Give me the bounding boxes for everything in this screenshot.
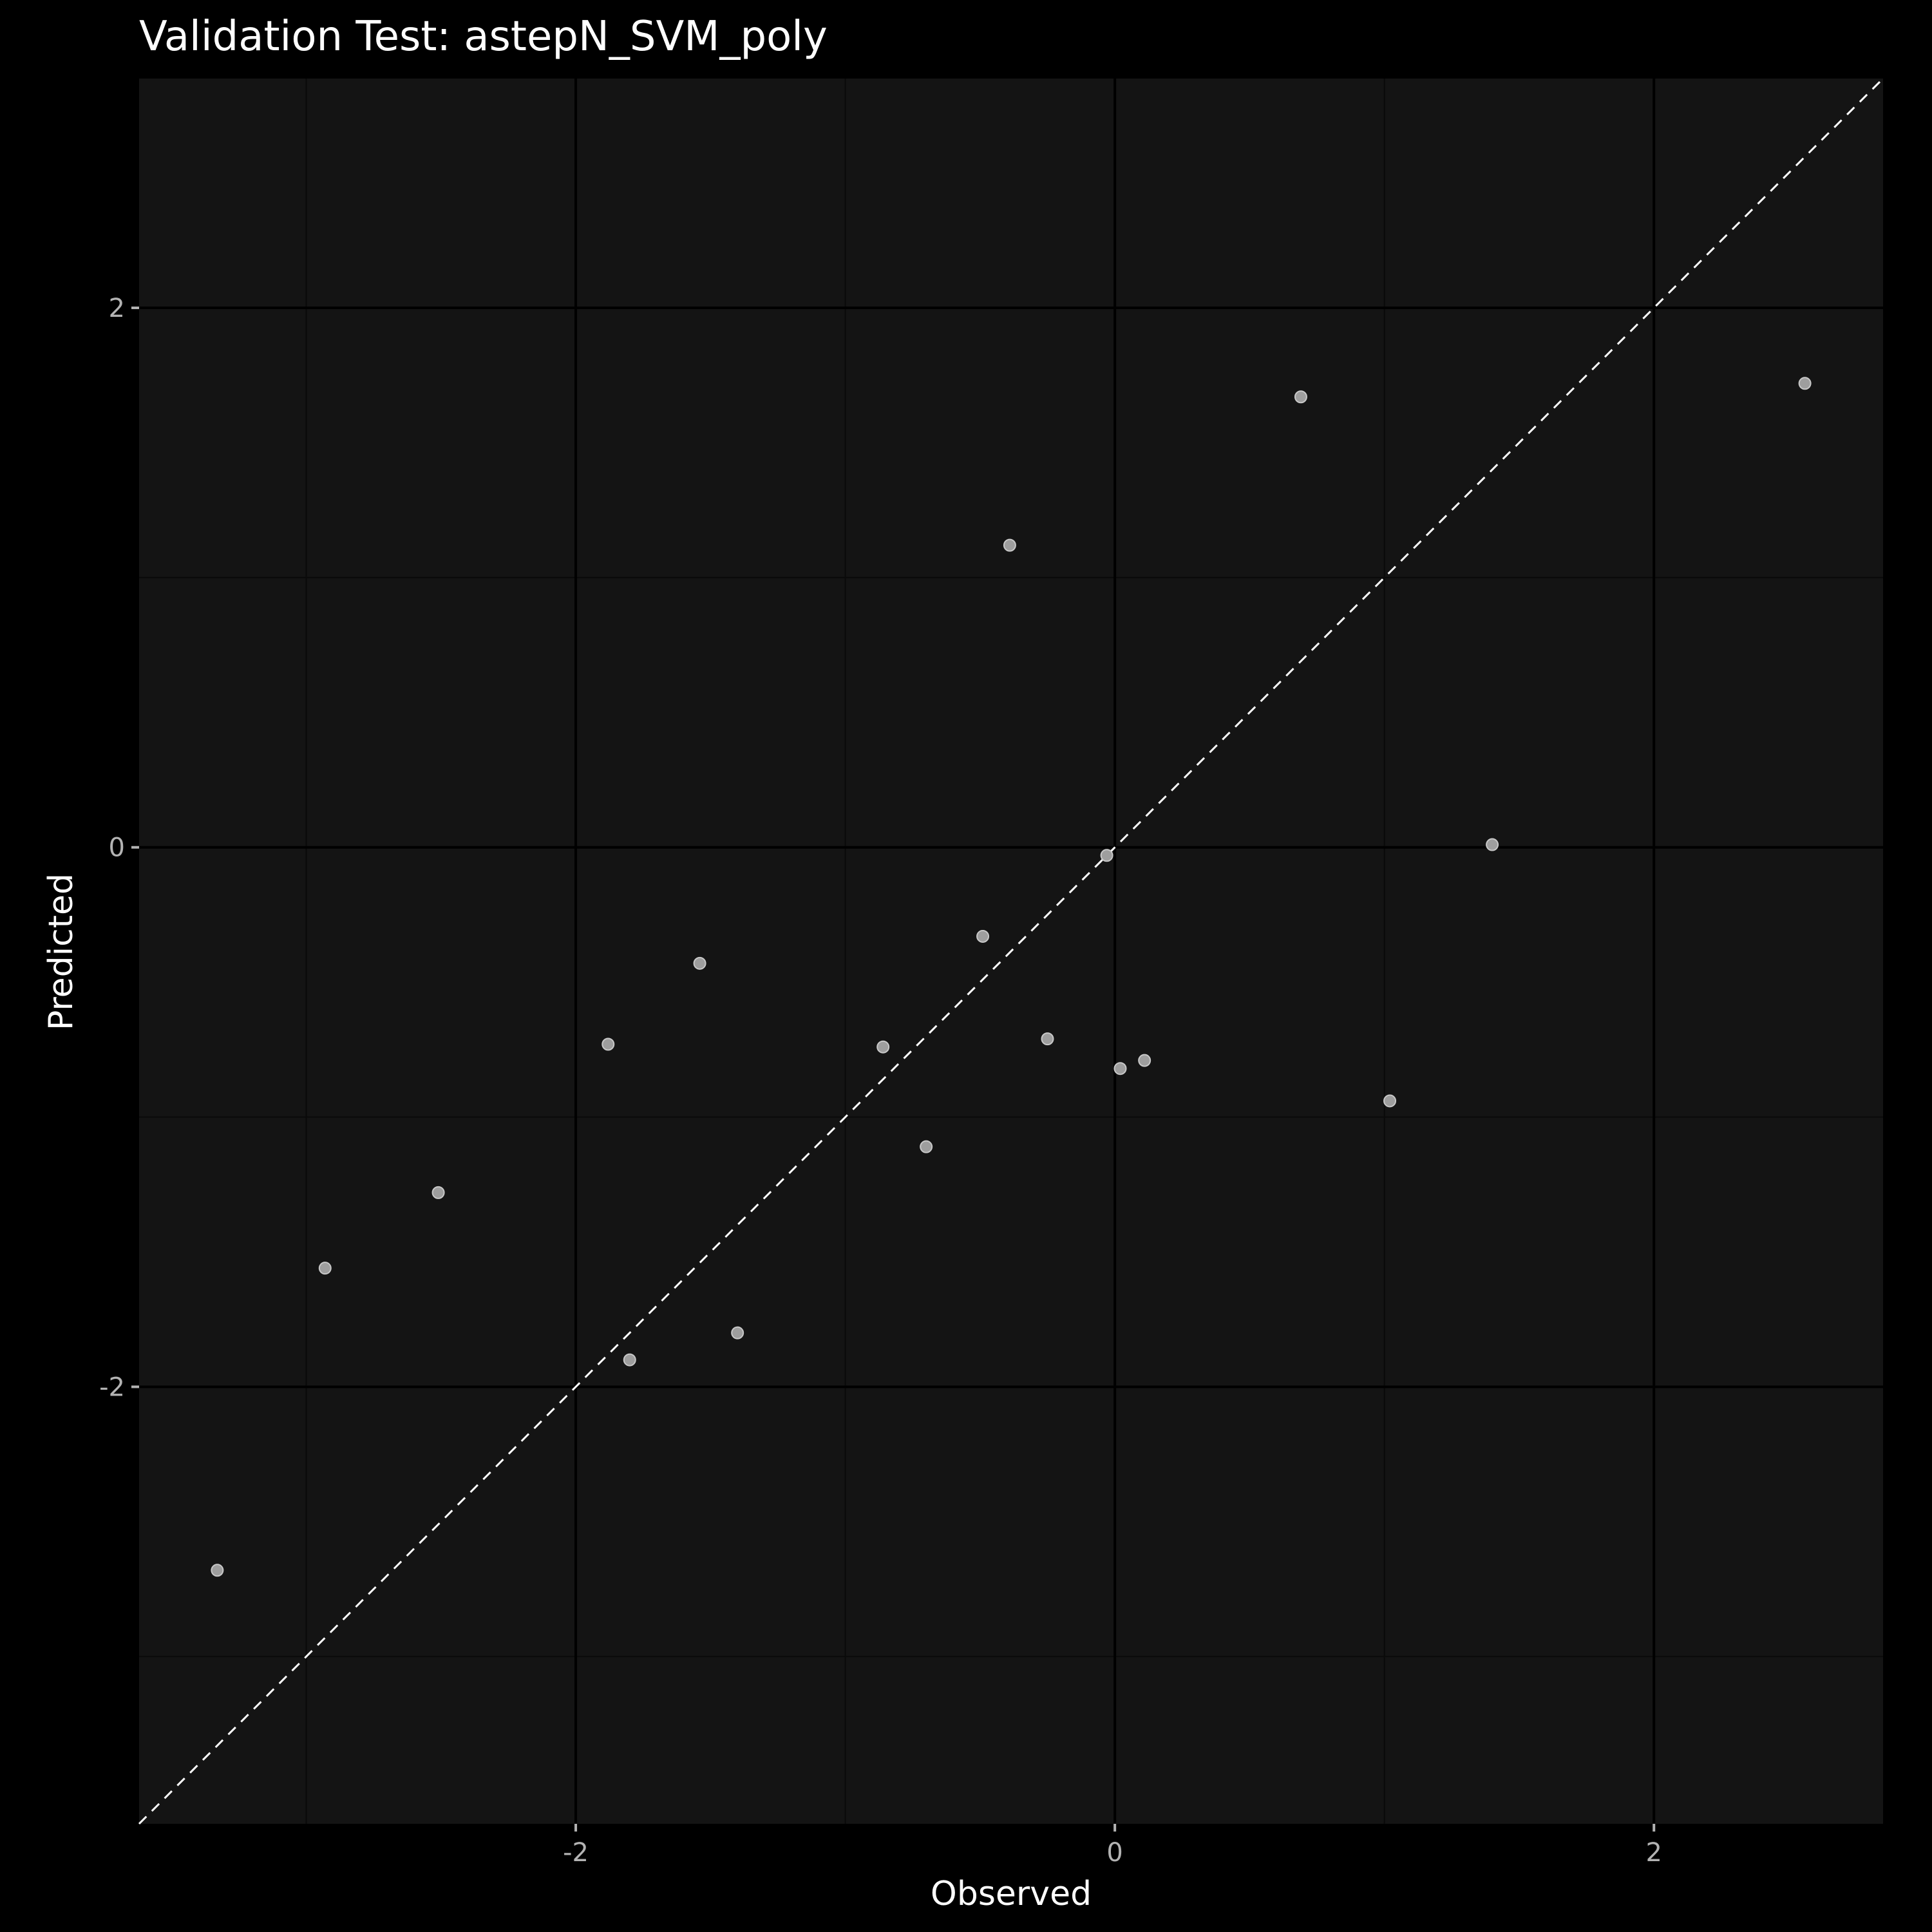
data-point bbox=[731, 1326, 744, 1340]
y-tick-label: -2 bbox=[99, 1372, 125, 1402]
data-point bbox=[1383, 1094, 1397, 1108]
x-tick-label: 0 bbox=[1106, 1838, 1122, 1868]
data-point bbox=[1294, 390, 1307, 404]
y-tick-label: 0 bbox=[109, 833, 125, 863]
data-point bbox=[920, 1140, 933, 1153]
x-tick-label: 2 bbox=[1646, 1838, 1662, 1868]
data-point bbox=[876, 1040, 890, 1054]
grid bbox=[139, 79, 1883, 1824]
data-point bbox=[1003, 538, 1016, 552]
data-point bbox=[1798, 377, 1812, 390]
data-point bbox=[693, 956, 706, 970]
chart-title: Validation Test: astepN_SVM_poly bbox=[139, 13, 828, 61]
data-point bbox=[601, 1037, 615, 1051]
data-point bbox=[1100, 849, 1113, 862]
y-tick-label: 2 bbox=[109, 294, 125, 323]
x-axis-label: Observed bbox=[931, 1875, 1092, 1913]
x-tick-label: -2 bbox=[563, 1838, 589, 1868]
data-point bbox=[1041, 1032, 1054, 1046]
data-points bbox=[211, 377, 1812, 1577]
data-point bbox=[431, 1186, 445, 1199]
reference-line bbox=[138, 77, 1884, 1825]
data-point bbox=[1486, 838, 1499, 851]
y-axis: -2 0 2 bbox=[99, 294, 139, 1402]
data-point bbox=[1113, 1062, 1127, 1075]
y-axis-label: Predicted bbox=[42, 873, 80, 1030]
data-point bbox=[976, 929, 990, 943]
x-axis: -2 0 2 bbox=[563, 1824, 1662, 1868]
data-point bbox=[623, 1353, 636, 1367]
data-point bbox=[318, 1262, 332, 1275]
data-point bbox=[211, 1564, 224, 1577]
data-point bbox=[1138, 1054, 1151, 1067]
